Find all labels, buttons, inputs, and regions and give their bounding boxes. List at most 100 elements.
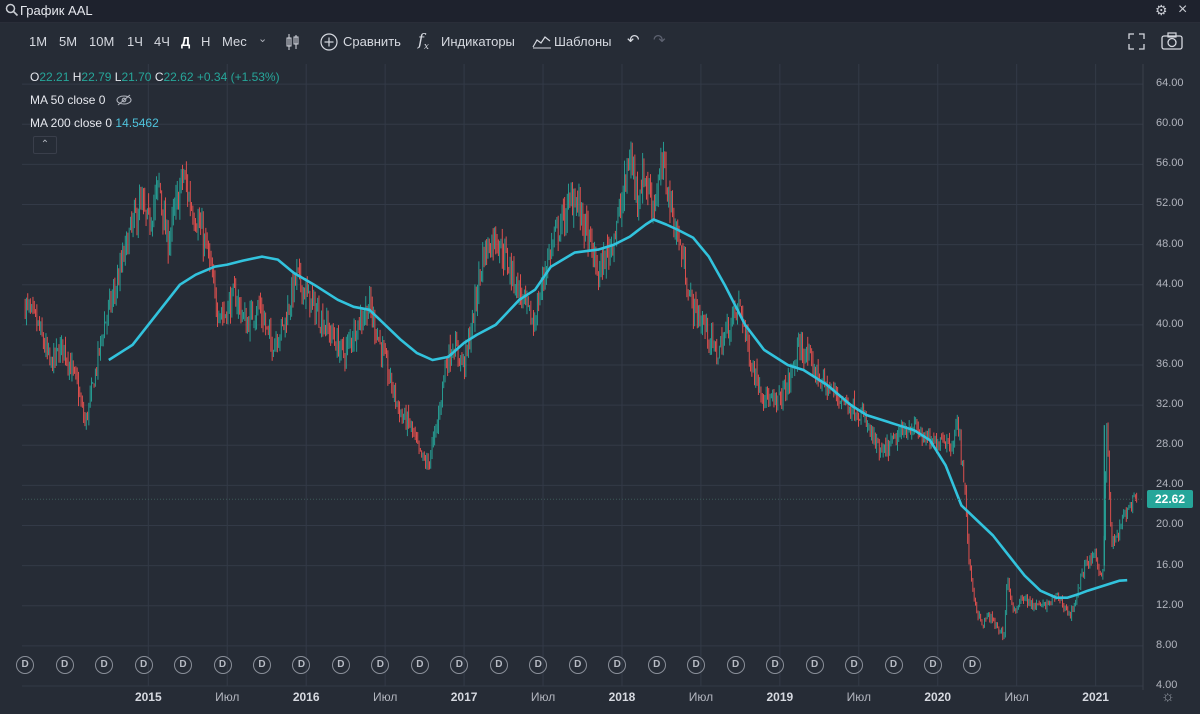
compare-button[interactable]: Сравнить bbox=[343, 34, 401, 49]
dividend-marker[interactable]: D bbox=[95, 656, 114, 674]
y-tick-label: 48.00 bbox=[1156, 237, 1184, 250]
chevron-down-icon[interactable]: ⌄ bbox=[258, 33, 268, 45]
dividend-marker[interactable]: D bbox=[963, 656, 982, 674]
interval-10m[interactable]: 10М bbox=[89, 34, 115, 49]
interval-week[interactable]: Н bbox=[201, 34, 211, 49]
y-tick-label: 52.00 bbox=[1156, 197, 1184, 210]
dividend-marker[interactable]: D bbox=[805, 656, 824, 674]
y-tick-label: 20.00 bbox=[1156, 518, 1184, 531]
fullscreen-icon[interactable] bbox=[1128, 33, 1145, 50]
dividend-marker[interactable]: D bbox=[134, 656, 153, 674]
dividend-marker[interactable]: D bbox=[924, 656, 942, 674]
ma200-value: 14.5462 bbox=[115, 116, 159, 130]
ma200-label: MA 200 close 0 bbox=[30, 116, 113, 130]
chevron-up-icon: ⌃ bbox=[40, 139, 50, 150]
close-icon[interactable]: × bbox=[1178, 1, 1188, 18]
search-icon[interactable] bbox=[5, 3, 19, 17]
dividend-marker[interactable]: D bbox=[450, 656, 469, 674]
x-tick-label: Июл bbox=[530, 690, 556, 704]
x-tick-label: Июл bbox=[846, 690, 871, 704]
dividend-marker[interactable]: D bbox=[55, 656, 74, 674]
dividend-marker[interactable]: D bbox=[687, 656, 706, 674]
dividend-marker[interactable]: D bbox=[489, 656, 508, 674]
x-tick-label: 2016 bbox=[292, 690, 320, 704]
x-tick-label: 2015 bbox=[134, 690, 162, 704]
camera-icon[interactable] bbox=[1161, 32, 1183, 50]
y-tick-label: 8.00 bbox=[1156, 638, 1178, 651]
y-tick-label: 60.00 bbox=[1156, 117, 1184, 130]
close-value: 22.62 bbox=[163, 70, 194, 84]
y-tick-label: 4.00 bbox=[1156, 679, 1178, 691]
interval-4h[interactable]: 4Ч bbox=[154, 34, 170, 49]
high-value: 22.79 bbox=[81, 70, 112, 84]
dividend-marker[interactable]: D bbox=[213, 656, 232, 674]
x-tick-label: Июл bbox=[372, 690, 398, 704]
x-tick-label: 2019 bbox=[766, 690, 794, 704]
dividend-marker[interactable]: D bbox=[845, 656, 864, 674]
indicators-button[interactable]: Индикаторы bbox=[441, 34, 515, 49]
y-tick-label: 44.00 bbox=[1156, 277, 1184, 290]
y-tick-label: 56.00 bbox=[1156, 157, 1184, 170]
dividend-marker[interactable]: D bbox=[252, 656, 271, 674]
price-series bbox=[24, 141, 1138, 641]
y-tick-label: 12.00 bbox=[1156, 598, 1184, 611]
dividend-marker[interactable]: D bbox=[568, 656, 587, 674]
ma200-legend[interactable]: MA 200 close 0 14.5462 bbox=[30, 116, 159, 130]
hidden-eye-icon[interactable] bbox=[115, 94, 133, 106]
indicators-icon[interactable]: fx bbox=[418, 30, 429, 53]
y-tick-label: 64.00 bbox=[1156, 77, 1184, 90]
toolbar: 1М 5М 10М 1Ч 4Ч Д Н Мес ⌄ Сравнить fx Ин… bbox=[0, 23, 1200, 63]
ma-200-line bbox=[108, 218, 1128, 600]
interval-month[interactable]: Мес bbox=[222, 34, 247, 49]
x-tick-label: 2021 bbox=[1082, 690, 1109, 704]
dividend-marker[interactable]: D bbox=[766, 656, 785, 674]
low-value: 21.70 bbox=[121, 70, 152, 84]
y-tick-label: 24.00 bbox=[1156, 478, 1184, 491]
y-tick-label: 36.00 bbox=[1156, 357, 1184, 370]
templates-button[interactable]: Шаблоны bbox=[554, 34, 612, 49]
dividend-marker[interactable]: D bbox=[410, 656, 429, 674]
x-tick-label: Июл bbox=[215, 690, 240, 704]
ohlc-legend: O22.21 H22.79 L21.70 C22.62 +0.34 (+1.53… bbox=[30, 70, 280, 84]
chart-title: График AAL bbox=[20, 3, 93, 18]
open-value: 22.21 bbox=[39, 70, 70, 84]
x-tick-label: 2017 bbox=[450, 690, 478, 704]
grid bbox=[22, 64, 1143, 687]
dividend-marker[interactable]: D bbox=[884, 656, 903, 674]
dividend-marker[interactable]: D bbox=[331, 656, 350, 674]
dividend-marker[interactable]: D bbox=[16, 656, 35, 674]
interval-day[interactable]: Д bbox=[181, 34, 191, 49]
last-price-tag: 22.62 bbox=[1147, 490, 1193, 509]
y-tick-label: 28.00 bbox=[1156, 438, 1184, 451]
interval-1m[interactable]: 1М bbox=[29, 34, 48, 49]
dividend-marker[interactable]: D bbox=[647, 656, 666, 674]
dividend-marker[interactable]: D bbox=[529, 656, 548, 674]
collapse-legend-button[interactable]: ⌃ bbox=[33, 136, 57, 154]
interval-1h[interactable]: 1Ч bbox=[127, 34, 143, 49]
candles-icon[interactable] bbox=[285, 33, 301, 51]
title-bar: График AAL ⚙ × bbox=[0, 0, 1200, 23]
dividend-marker[interactable]: D bbox=[292, 656, 311, 674]
x-tick-label: 2020 bbox=[924, 690, 952, 704]
change-value: +0.34 (+1.53%) bbox=[196, 70, 280, 84]
y-tick-label: 40.00 bbox=[1156, 317, 1184, 330]
y-tick-label: 16.00 bbox=[1156, 558, 1184, 571]
y-tick-label: 32.00 bbox=[1156, 398, 1184, 411]
x-tick-label: Июл bbox=[688, 690, 714, 704]
dividend-marker[interactable]: D bbox=[371, 656, 390, 674]
templates-icon[interactable] bbox=[532, 34, 552, 49]
compare-icon[interactable] bbox=[320, 33, 338, 51]
dividend-marker[interactable]: D bbox=[174, 656, 193, 674]
x-tick-label: 2018 bbox=[608, 690, 636, 704]
undo-icon[interactable]: ↶ bbox=[627, 32, 640, 49]
dividend-marker[interactable]: D bbox=[726, 656, 745, 674]
ma50-label: MA 50 close 0 bbox=[30, 93, 106, 107]
x-tick-label: Июл bbox=[1004, 690, 1029, 704]
gear-icon[interactable]: ⚙ bbox=[1155, 2, 1168, 18]
redo-icon[interactable]: ↷ bbox=[653, 32, 666, 49]
interval-5m[interactable]: 5М bbox=[59, 34, 78, 49]
ma50-legend[interactable]: MA 50 close 0 bbox=[30, 93, 133, 107]
settings-sun-icon[interactable]: ☼ bbox=[1161, 688, 1175, 705]
dividend-marker[interactable]: D bbox=[608, 656, 627, 674]
